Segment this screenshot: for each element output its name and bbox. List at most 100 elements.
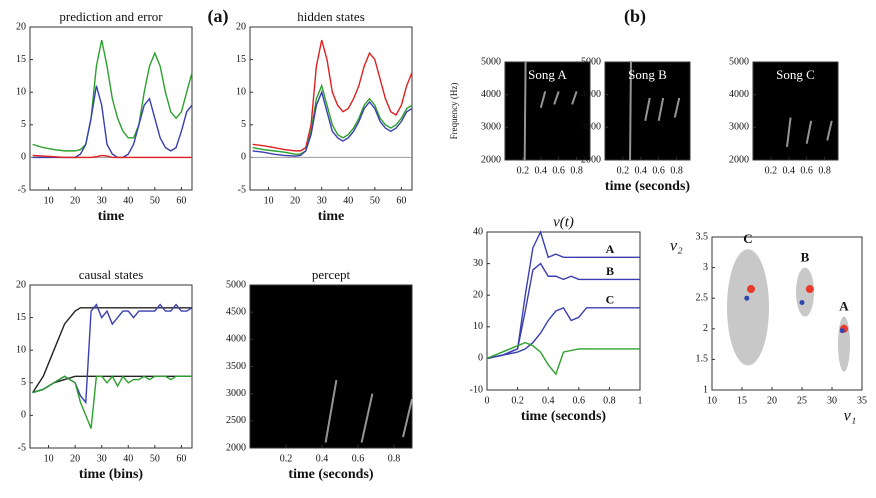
y-tick-label: 3000 bbox=[481, 122, 501, 133]
plot-area bbox=[29, 26, 193, 191]
y-tick-label: 5 bbox=[21, 119, 26, 130]
y-tick-label: 3500 bbox=[226, 361, 246, 372]
y-tick-label: 0 bbox=[21, 410, 26, 421]
x-tick-label: 30 bbox=[97, 195, 107, 206]
x-tick-label: 1 bbox=[638, 395, 643, 406]
y-tick-label: 3 bbox=[703, 262, 708, 273]
streak bbox=[360, 393, 374, 443]
y-axis-label: v₂ bbox=[670, 238, 683, 255]
line bbox=[32, 307, 192, 393]
point bbox=[799, 299, 805, 305]
x-tick-label: 10 bbox=[707, 395, 717, 406]
streak bbox=[629, 61, 632, 161]
x-tick-label: 0.2 bbox=[517, 165, 530, 176]
y-tick-label: 2000 bbox=[729, 154, 749, 165]
y-tick-label: 10 bbox=[16, 86, 26, 97]
y-tick-label: 2500 bbox=[226, 415, 246, 426]
line bbox=[486, 306, 640, 360]
x-tick-label: 0.8 bbox=[603, 395, 616, 406]
x-tick-label: 0.8 bbox=[818, 165, 831, 176]
chart-title: percept bbox=[312, 267, 351, 282]
chart-title: Song B bbox=[628, 67, 667, 82]
cluster-label: C bbox=[743, 231, 752, 246]
spectrogram bbox=[752, 61, 839, 161]
x-tick-label: 30 bbox=[827, 395, 837, 406]
line bbox=[252, 39, 413, 152]
y-tick-label: 15 bbox=[16, 54, 26, 65]
y-tick-label: 3000 bbox=[729, 122, 749, 133]
x-tick-label: 35 bbox=[857, 395, 867, 406]
x-tick-label: 0.4 bbox=[316, 453, 329, 464]
y-tick-label: 2 bbox=[703, 323, 708, 334]
x-tick-label: 10 bbox=[44, 195, 54, 206]
y-tick-label: -10 bbox=[470, 384, 483, 395]
y-tick-label: 4000 bbox=[581, 89, 601, 100]
x-tick-label: 60 bbox=[396, 195, 406, 206]
y-tick-label: 5 bbox=[21, 377, 26, 388]
y-tick-label: 0 bbox=[478, 353, 483, 364]
x-tick-label: 0.6 bbox=[652, 165, 665, 176]
y-tick-label: 3.5 bbox=[696, 231, 709, 242]
x-tick-label: 60 bbox=[176, 453, 186, 464]
x-tick-label: 0.2 bbox=[617, 165, 630, 176]
y-tick-label: 5000 bbox=[481, 56, 501, 67]
y-tick-label: 10 bbox=[473, 321, 483, 332]
x-tick-label: 0.2 bbox=[511, 395, 524, 406]
panel-label: (a) bbox=[208, 6, 229, 27]
spectrogram bbox=[504, 61, 591, 161]
x-tick-label: 0.6 bbox=[552, 165, 565, 176]
x-axis-label: time bbox=[318, 209, 344, 224]
x-tick-label: 0.4 bbox=[535, 165, 548, 176]
y-tick-label: 5 bbox=[241, 119, 246, 130]
y-tick-label: 4500 bbox=[226, 306, 246, 317]
x-tick-label: 0.8 bbox=[570, 165, 583, 176]
streak bbox=[657, 97, 665, 121]
x-tick-label: 0.2 bbox=[280, 453, 293, 464]
y-tick-label: 15 bbox=[236, 54, 246, 65]
x-axis-label: time (seconds) bbox=[521, 409, 606, 424]
streak bbox=[539, 91, 547, 108]
x-tick-label: 30 bbox=[97, 453, 107, 464]
plot-area bbox=[486, 231, 641, 391]
x-axis-label: time (seconds) bbox=[605, 179, 690, 194]
line bbox=[252, 83, 413, 155]
y-tick-label: 4000 bbox=[226, 334, 246, 345]
panel-label: (b) bbox=[624, 6, 646, 27]
x-tick-label: 0 bbox=[485, 395, 490, 406]
x-tick-label: 50 bbox=[150, 195, 160, 206]
y-tick-label: 20 bbox=[236, 21, 246, 32]
y-tick-label: 20 bbox=[16, 21, 26, 32]
y-tick-label: 5000 bbox=[581, 56, 601, 67]
x-axis-label: time (seconds) bbox=[288, 467, 373, 482]
y-tick-label: 5000 bbox=[226, 279, 246, 290]
y-tick-label: 15 bbox=[16, 312, 26, 323]
x-tick-label: 10 bbox=[44, 453, 54, 464]
y-tick-label: -5 bbox=[18, 184, 26, 195]
x-tick-label: 0.4 bbox=[783, 165, 796, 176]
chart-title: causal states bbox=[79, 267, 144, 282]
x-axis-label: time (bins) bbox=[79, 467, 144, 482]
series-label: C bbox=[606, 293, 615, 307]
spectrogram bbox=[249, 284, 413, 449]
x-axis-label: time bbox=[98, 209, 124, 224]
streak bbox=[523, 61, 527, 161]
y-tick-label: 2000 bbox=[226, 442, 246, 453]
x-tick-label: 0.4 bbox=[542, 395, 555, 406]
y-tick-label: 1.5 bbox=[696, 354, 709, 365]
y-tick-label: 30 bbox=[473, 258, 483, 269]
point bbox=[839, 328, 845, 334]
y-tick-label: -5 bbox=[238, 184, 246, 195]
ellipse bbox=[727, 249, 769, 366]
point bbox=[744, 295, 750, 301]
x-tick-label: 20 bbox=[70, 195, 80, 206]
point bbox=[747, 285, 755, 294]
y-tick-label: 10 bbox=[236, 86, 246, 97]
y-tick-label: 10 bbox=[16, 344, 26, 355]
y-tick-label: 40 bbox=[473, 226, 483, 237]
streak bbox=[826, 120, 833, 141]
chart-title: prediction and error bbox=[59, 9, 163, 24]
x-tick-label: 20 bbox=[70, 453, 80, 464]
y-tick-label: 2000 bbox=[581, 154, 601, 165]
cluster-label: B bbox=[801, 250, 810, 265]
